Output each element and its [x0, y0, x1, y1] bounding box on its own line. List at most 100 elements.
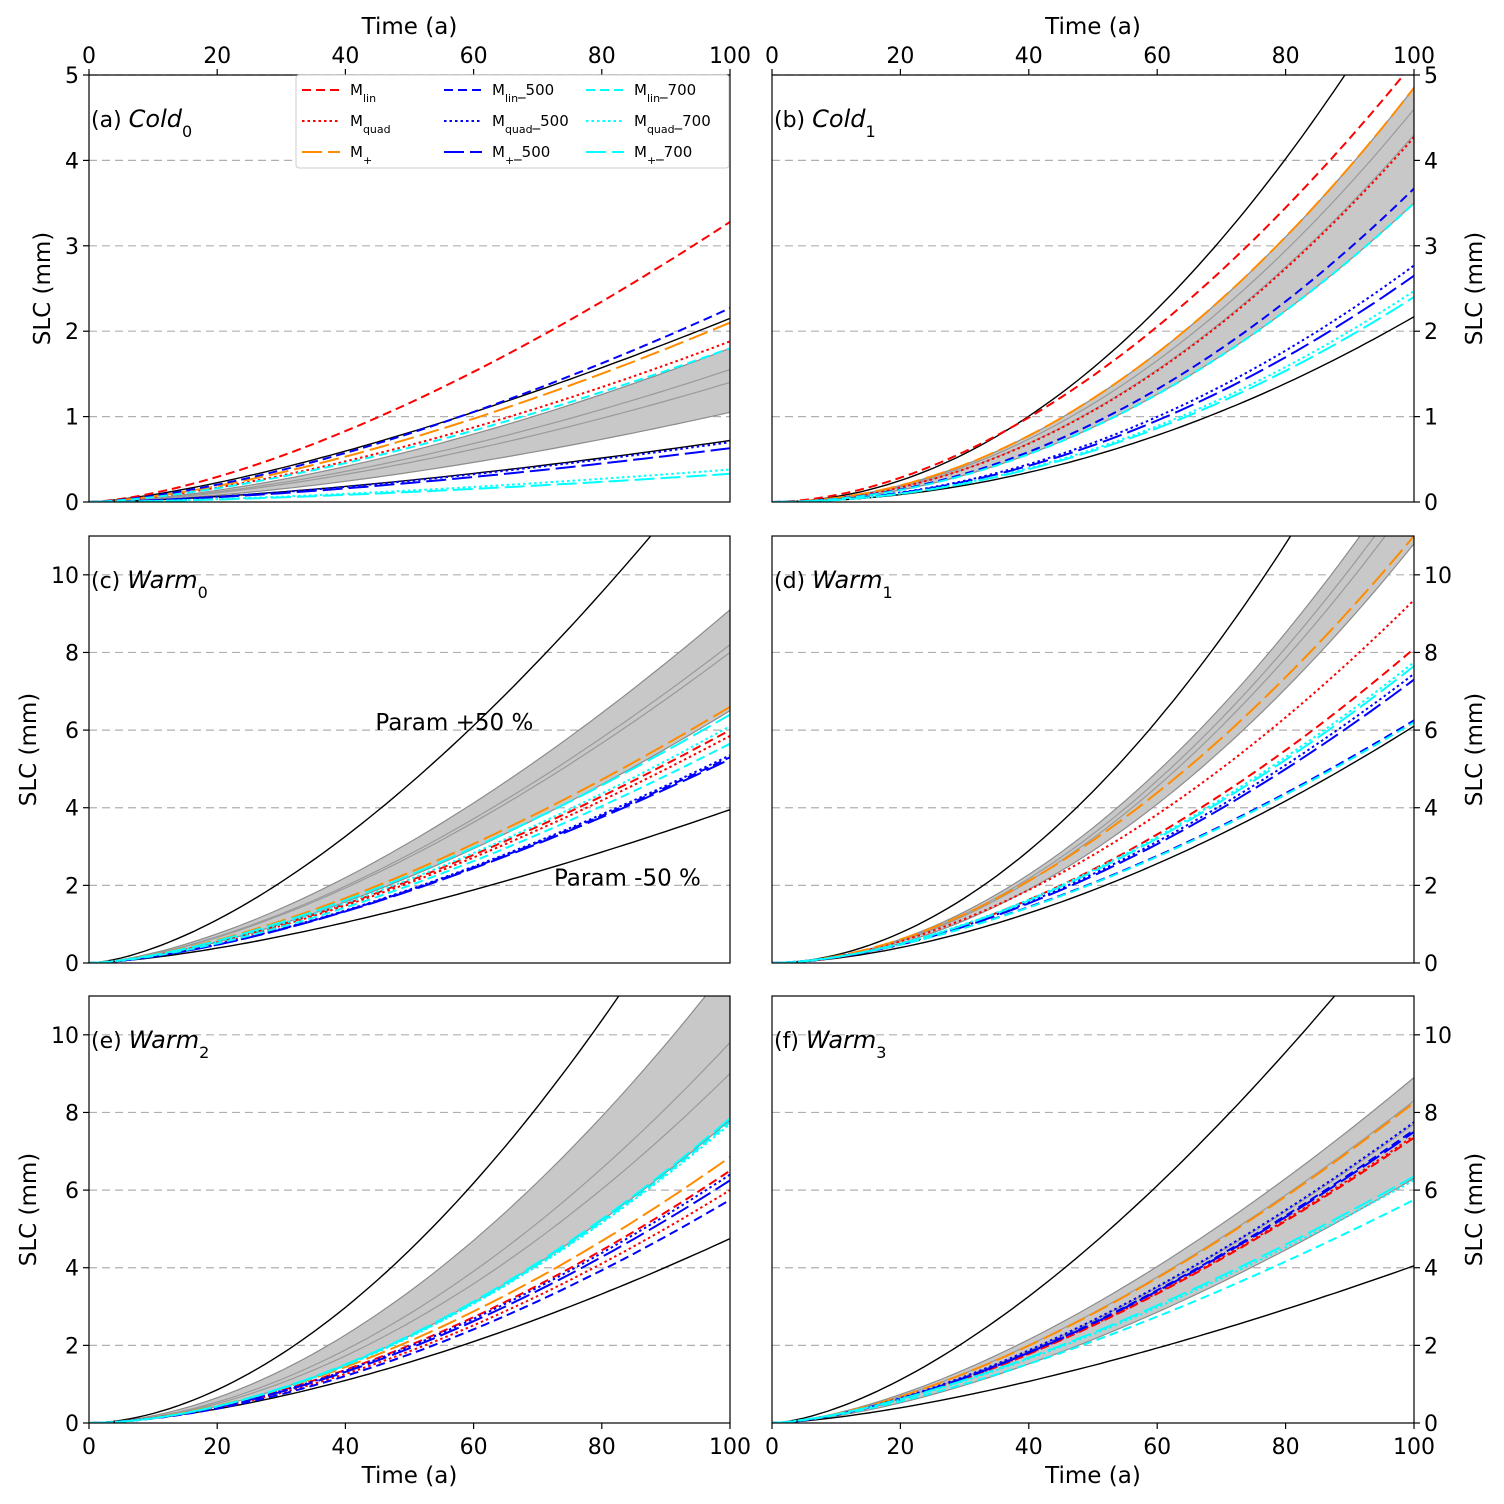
ensemble-envelope	[772, 536, 1414, 963]
panel-d: 0 2 4 6 8 10 SLC (mm) (d) Warm1	[771, 535, 1488, 977]
series-Mlin	[89, 729, 730, 963]
y-axis-label: SLC (mm)	[1462, 232, 1488, 346]
legend-entry: M+_500	[492, 143, 550, 167]
series-M+	[772, 536, 1414, 963]
series-M+_500	[772, 678, 1414, 963]
panel-e: 0 2 4 6 8 10 SLC (mm) 0 20 40 60 80 100 Time (a) (e) W…	[16, 995, 751, 1489]
panel-a: 0 1 2 3 4 5 SLC (mm) 0 20 40 60 80 100 Time (a) (a) Co…	[30, 14, 751, 516]
series-M+_500	[772, 274, 1414, 502]
ensemble-member-line	[89, 369, 730, 502]
y-tick-label: 1	[1424, 406, 1438, 431]
y-tick-label: 0	[1424, 952, 1438, 977]
series-M+_500	[89, 758, 730, 963]
series-Mquad	[89, 735, 730, 963]
series-M+_700	[89, 713, 730, 963]
plot-area-d	[772, 536, 1414, 963]
x-axis-f: 0 20 40 60 80 100 Time (a)	[765, 1423, 1435, 1489]
x-tick-label-top: 100	[1393, 44, 1435, 69]
ensemble-member-line	[89, 381, 730, 502]
legend: Mlin Mquad M+ Mlin_500 Mquad_500 M+_500 Mlin_7…	[295, 74, 730, 169]
y-tick-label: 10	[1424, 1024, 1452, 1049]
axes-frame	[771, 74, 1415, 503]
legend-entry: M+_700	[634, 143, 692, 167]
param-sensitivity-line	[772, 75, 1346, 502]
plot-area-c	[89, 536, 730, 963]
y-axis-f: 0 2 4 6 8 10 SLC (mm)	[1414, 1024, 1488, 1437]
y-axis-label: SLC (mm)	[1462, 693, 1488, 807]
series-M+_500	[89, 447, 730, 502]
series-Mlin_500	[772, 187, 1414, 502]
legend-box	[295, 74, 730, 169]
param-sensitivity-line	[772, 725, 1414, 963]
x-axis-label-top: Time (a)	[361, 14, 458, 40]
x-tick-label-bottom: 40	[331, 1435, 359, 1460]
series-Mquad	[772, 599, 1414, 963]
param-sensitivity-line	[772, 536, 1292, 963]
y-tick-label: 5	[1424, 64, 1438, 89]
x-tick-label-top: 80	[588, 44, 616, 69]
x-tick-label-top: 60	[460, 44, 488, 69]
axes-frame	[88, 995, 731, 1424]
panel-f: 0 2 4 6 8 10 SLC (mm) 0 20 40 60 80 100 Time (a) (f) W…	[765, 995, 1488, 1489]
y-axis-c: 0 2 4 6 8 10 SLC (mm)	[16, 564, 89, 977]
x-axis-label-bottom: Time (a)	[361, 1463, 458, 1489]
series-Mlin_500	[89, 1198, 730, 1423]
series-Mquad_700	[89, 1123, 730, 1423]
x-axis-label-bottom: Time (a)	[1044, 1463, 1141, 1489]
x-tick-label-bottom: 100	[709, 1435, 751, 1460]
y-tick-label: 2	[65, 874, 79, 899]
x-tick-label-bottom: 20	[886, 1435, 914, 1460]
series-M+	[89, 321, 730, 502]
y-tick-label: 0	[65, 491, 79, 516]
x-tick-label-top: 0	[82, 44, 96, 69]
series-M+_700	[772, 296, 1414, 502]
y-tick-label: 1	[65, 406, 79, 431]
legend-entry: Mlin_500	[492, 81, 554, 105]
y-tick-label: 8	[65, 641, 79, 666]
y-axis-e: 0 2 4 6 8 10 SLC (mm)	[16, 1024, 89, 1437]
legend-entry: M+	[350, 143, 372, 167]
y-tick-label: 8	[65, 1101, 79, 1126]
legend-entry: Mquad_700	[634, 112, 711, 136]
x-tick-label-top: 100	[709, 44, 751, 69]
ensemble-member-line	[772, 1100, 1414, 1423]
panel-label: (f) Warm3	[774, 1026, 886, 1062]
y-tick-label: 3	[65, 235, 79, 260]
param-sensitivity-line	[89, 536, 652, 963]
ensemble-envelope	[89, 347, 730, 502]
ensemble-envelope	[772, 86, 1414, 502]
x-axis-e: 0 20 40 60 80 100 Time (a)	[82, 1423, 751, 1489]
series-Mlin	[772, 647, 1414, 963]
ensemble-envelope	[772, 1076, 1414, 1423]
y-tick-label: 10	[1424, 564, 1452, 589]
plot-area-e	[89, 996, 730, 1423]
axes-frame	[88, 535, 731, 964]
y-axis-label: SLC (mm)	[30, 232, 56, 346]
ensemble-member-line	[772, 108, 1414, 502]
series-Mquad_500	[772, 673, 1414, 963]
param-sensitivity-line	[89, 809, 730, 963]
annotation: Param +50 %	[375, 710, 533, 736]
y-axis-label: SLC (mm)	[16, 693, 42, 807]
x-tick-label-top: 60	[1143, 44, 1171, 69]
series-Mquad	[772, 1134, 1414, 1423]
y-axis-label: SLC (mm)	[16, 1153, 42, 1267]
x-tick-label-top: 40	[331, 44, 359, 69]
axes-frame	[771, 995, 1415, 1424]
y-axis-a: 0 1 2 3 4 5 SLC (mm)	[30, 64, 89, 516]
series-Mquad	[772, 136, 1414, 502]
param-sensitivity-line	[772, 1265, 1414, 1423]
y-tick-label: 0	[1424, 1412, 1438, 1437]
series-Mlin_700	[772, 721, 1414, 963]
series-M+_700	[772, 1175, 1414, 1423]
x-tick-label-top: 40	[1015, 44, 1043, 69]
x-tick-label-top: 0	[765, 44, 779, 69]
x-tick-label-bottom: 20	[203, 1435, 231, 1460]
y-axis-b: 0 1 2 3 4 5 SLC (mm)	[1414, 64, 1488, 516]
legend-entry: Mquad	[350, 112, 391, 136]
plot-area-b	[772, 75, 1414, 502]
y-tick-label: 8	[1424, 1101, 1438, 1126]
x-tick-label-bottom: 60	[1143, 1435, 1171, 1460]
series-M+	[772, 87, 1414, 502]
series-M+	[772, 1102, 1414, 1423]
